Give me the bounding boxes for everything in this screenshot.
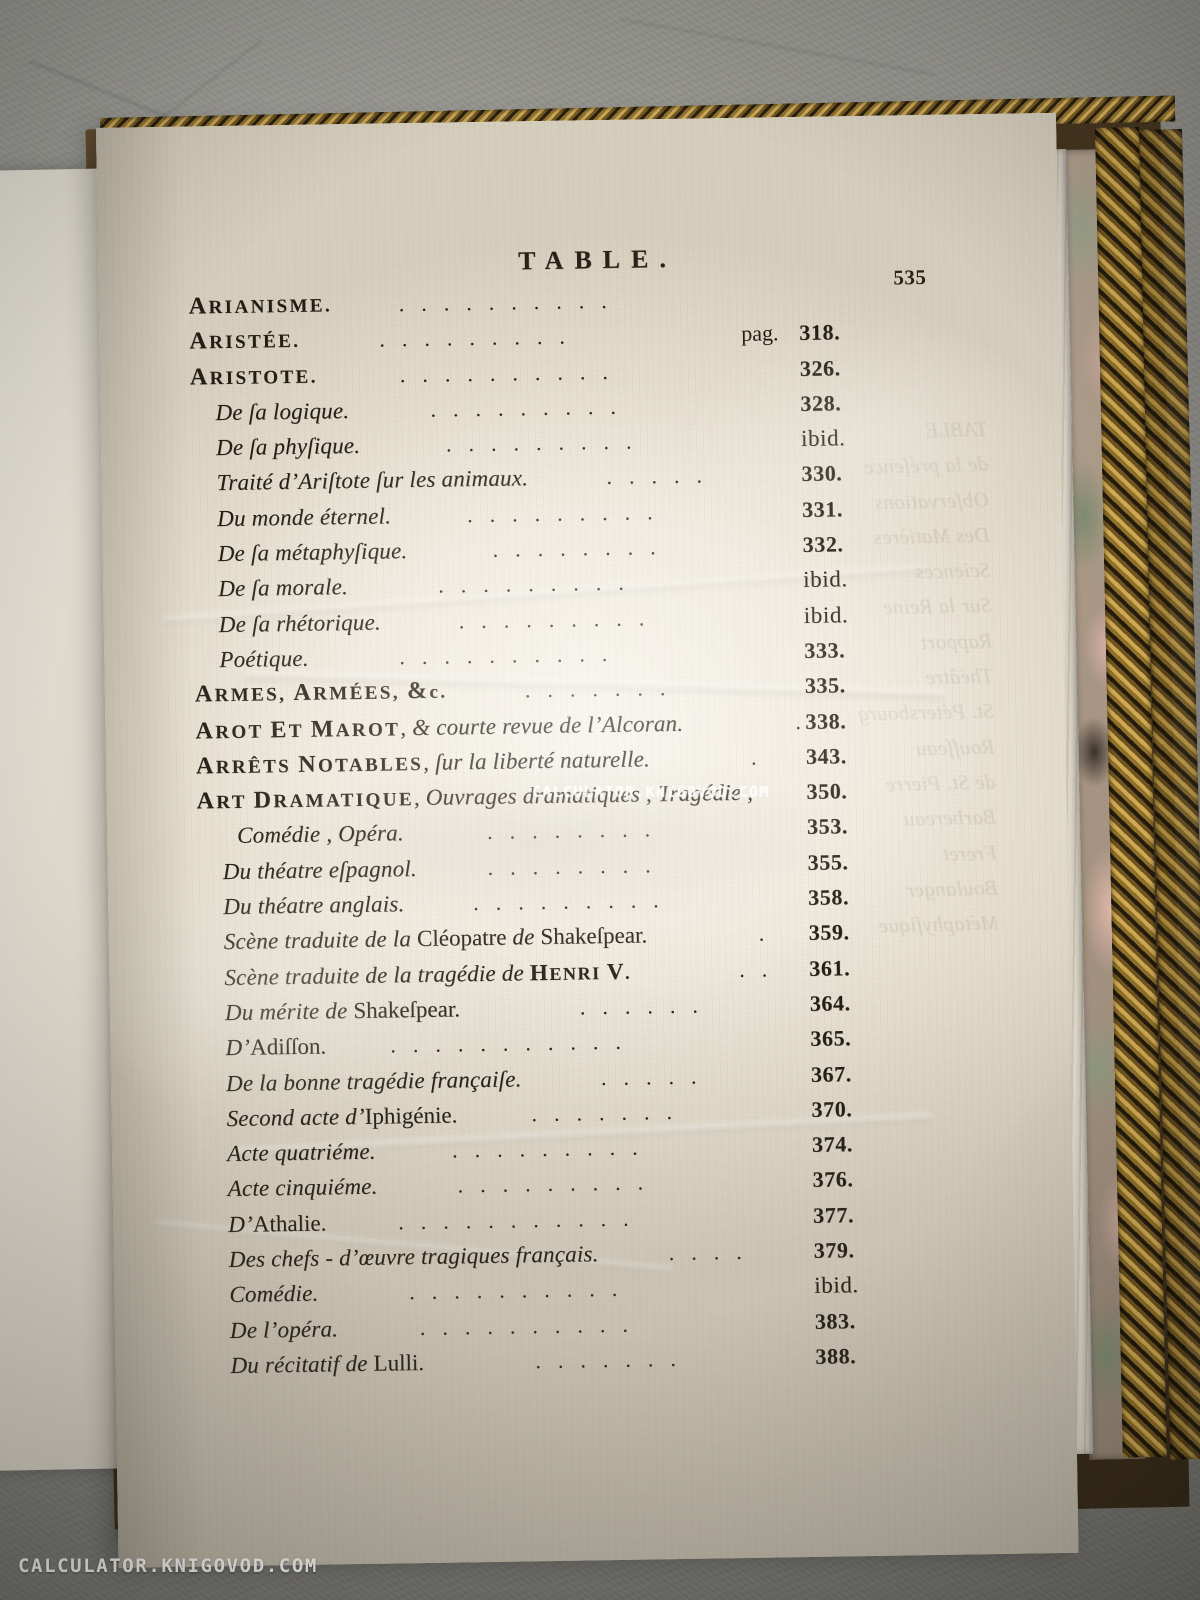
leader-dots: ......... (451, 1134, 655, 1163)
leader-dots: ...... (579, 992, 716, 1020)
toc-entry-page-number: 365. (810, 1025, 852, 1052)
toc-entry-label: ARISTÉE. (189, 328, 301, 355)
toc-entry-page-number: 361. (809, 954, 851, 981)
toc-entry-page-number: 333. (804, 637, 846, 663)
toc-entry-page-number: 350. (806, 778, 848, 805)
leader-dots: .. (739, 955, 785, 982)
page-prefix-label: pag. (741, 320, 779, 347)
toc-entry-label: Acte quatriéme. (226, 1138, 376, 1167)
toc-entry-label: ARISTOTE. (189, 363, 318, 391)
toc-entry-page-number: 355. (807, 849, 849, 875)
toc-entry-page-number: 318. (799, 319, 841, 346)
leader-dots: ........ (486, 816, 668, 845)
toc-entry-label: Poétique. (219, 645, 309, 673)
toc-entry-page-number: 353. (806, 813, 849, 840)
leader-dots: . (758, 920, 782, 947)
toc-entry-label: De l’opéra. (229, 1315, 339, 1343)
toc-list: ARIANISME........... ARISTÉE.......... pag… (189, 279, 906, 1384)
toc-entry-page-number: ibid. (802, 566, 848, 593)
leader-dots: ..... (600, 1062, 714, 1090)
leader-dots: ....... (535, 1345, 694, 1374)
toc-entry-label: De ſa logique. (215, 397, 350, 426)
toc-entry-label: D’Athalie. (228, 1210, 327, 1237)
toc-entry-page-number: ibid. (814, 1272, 859, 1299)
leader-dots: ........ (487, 851, 668, 880)
toc-entry-page-number: ibid. (800, 425, 846, 452)
toc-entry-label: De ſa morale. (218, 574, 349, 602)
toc-entry-page-number: 328. (800, 390, 842, 416)
toc-entry-page-number: 332. (802, 531, 844, 558)
leader-dots: ......... (445, 428, 649, 457)
watermark-corner: CALCULATOR.KNIGOVOD.COM (18, 1555, 318, 1577)
leader-dots: .... (668, 1238, 759, 1266)
watermark-center: CALCULATOR.KNIGOVOD.COM (532, 783, 770, 801)
toc-entry-page-number: 374. (811, 1131, 854, 1158)
leader-dots: ......... (379, 323, 583, 352)
toc-entry-page-number: 343. (805, 743, 848, 769)
folio-page-number: 535 (893, 264, 927, 290)
leader-dots: . (750, 744, 774, 770)
leader-dots: ........ (492, 534, 673, 562)
toc-entry-label: Comédie. (229, 1280, 319, 1308)
leader-dots: ......... (473, 887, 676, 916)
toc-entry-page-number: 338. (805, 707, 847, 734)
toc-entry-page-number: 326. (799, 354, 841, 381)
toc-entry-page-number: 358. (807, 884, 850, 910)
running-head-title: TABLE. (517, 243, 678, 276)
leader-dots: . (795, 708, 806, 734)
leader-dots: ....... (524, 675, 683, 703)
toc-entry-page-number: ibid. (803, 601, 849, 628)
toc-entry-page-number: 377. (812, 1201, 855, 1228)
toc-entry-page-number: 388. (815, 1343, 857, 1369)
leader-dots: ..... (606, 462, 720, 490)
toc-entry-page-number: 370. (811, 1096, 853, 1122)
toc-entry-page-number: 335. (804, 672, 846, 699)
toc-entry-label: Acte cinquiéme. (227, 1174, 378, 1202)
toc-entry-page-number: 383. (814, 1307, 856, 1334)
toc-entry-page-number: 376. (812, 1166, 854, 1193)
toc-entry-label: Du récitatif de Lulli. (230, 1349, 425, 1378)
table-of-contents-block: TABLE. 535 ARIANISME........... ARISTÉE..… (188, 241, 927, 1378)
leader-dots: ......... (430, 393, 634, 422)
toc-entry-page-number: 364. (809, 990, 851, 1016)
leader-dots: ......... (466, 498, 670, 527)
recto-page: TABLE de la préſence Obſervations Des Ma… (96, 112, 1079, 1568)
leader-dots: ......... (458, 604, 662, 634)
toc-entry-page-number: 379. (813, 1237, 855, 1263)
toc-entry-label: D’Adiſſon. (225, 1033, 327, 1061)
toc-entry-page-number: 359. (808, 919, 850, 946)
leader-dots: ......... (457, 1169, 661, 1198)
leader-dots: ......... (438, 569, 641, 599)
leader-dots: ....... (531, 1098, 690, 1127)
toc-entry-label: ARIANISME. (188, 293, 333, 320)
toc-entry-label: De ſa phyſique. (215, 433, 361, 461)
toc-entry-page-number: 330. (801, 460, 843, 487)
toc-entry-page-number: 331. (801, 496, 844, 522)
toc-entry-page-number: 367. (810, 1060, 853, 1087)
